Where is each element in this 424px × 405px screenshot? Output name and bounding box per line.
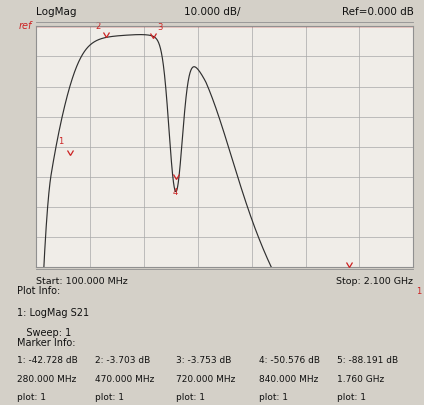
- Text: plot: 1: plot: 1: [95, 393, 124, 402]
- Text: Stop: 2.100 GHz: Stop: 2.100 GHz: [336, 277, 413, 286]
- Text: Marker Info:: Marker Info:: [17, 338, 75, 348]
- Text: Sweep: 1: Sweep: 1: [17, 328, 71, 338]
- Text: 1.760 GHz: 1.760 GHz: [337, 375, 384, 384]
- Text: 1: -42.728 dB: 1: -42.728 dB: [17, 356, 78, 365]
- Text: Start: 100.000 MHz: Start: 100.000 MHz: [36, 277, 128, 286]
- Text: 2: -3.703 dB: 2: -3.703 dB: [95, 356, 151, 365]
- Text: Ref=0.000 dB: Ref=0.000 dB: [341, 7, 413, 17]
- Text: plot: 1: plot: 1: [259, 393, 287, 402]
- Text: 4: 4: [173, 188, 178, 197]
- Text: 470.000 MHz: 470.000 MHz: [95, 375, 155, 384]
- Text: Plot Info:: Plot Info:: [17, 286, 60, 296]
- Text: plot: 1: plot: 1: [176, 393, 205, 402]
- Text: 3: -3.753 dB: 3: -3.753 dB: [176, 356, 232, 365]
- Text: 280.000 MHz: 280.000 MHz: [17, 375, 76, 384]
- Text: 1: LogMag S21: 1: LogMag S21: [17, 308, 89, 318]
- Text: 1: 1: [416, 288, 421, 296]
- Text: ref: ref: [18, 21, 32, 31]
- Text: plot: 1: plot: 1: [337, 393, 366, 402]
- Text: LogMag: LogMag: [36, 7, 77, 17]
- Text: 3: 3: [157, 23, 162, 32]
- Text: 4: -50.576 dB: 4: -50.576 dB: [259, 356, 320, 365]
- Text: 840.000 MHz: 840.000 MHz: [259, 375, 318, 384]
- Text: 720.000 MHz: 720.000 MHz: [176, 375, 235, 384]
- Text: 5: -88.191 dB: 5: -88.191 dB: [337, 356, 398, 365]
- Text: 10.000 dB/: 10.000 dB/: [184, 7, 240, 17]
- Text: plot: 1: plot: 1: [17, 393, 46, 402]
- Text: 1: 1: [58, 137, 63, 146]
- Text: 2: 2: [96, 22, 101, 32]
